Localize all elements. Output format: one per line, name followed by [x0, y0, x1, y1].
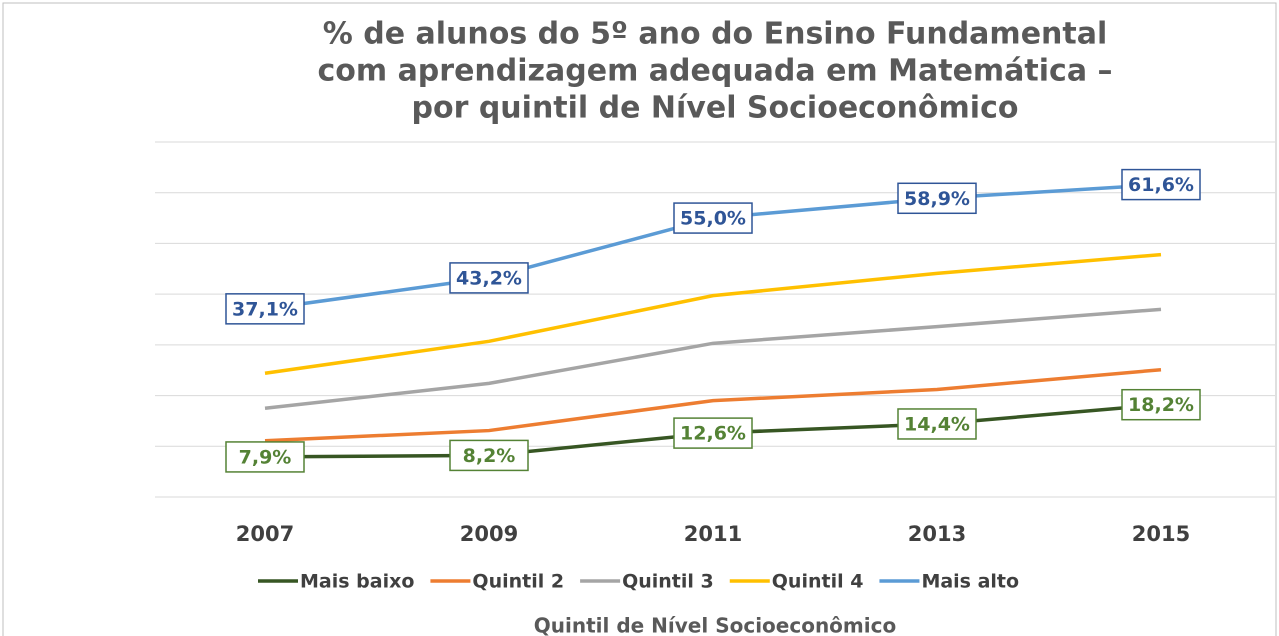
data-label: 18,2% — [1128, 394, 1194, 416]
data-label-box — [673, 417, 753, 449]
x-axis-label: Quintil de Nível Socioeconômico — [534, 614, 896, 636]
data-label: 14,4% — [904, 413, 970, 435]
data-label: 61,6% — [1128, 174, 1194, 196]
data-label-box — [225, 293, 305, 325]
legend-label: Quintil 2 — [472, 571, 564, 593]
chart-title: % de alunos do 5º ano do Ensino Fundamen… — [323, 17, 1108, 52]
x-tick-label: 2013 — [908, 522, 966, 546]
data-label: 58,9% — [904, 188, 970, 210]
data-label-box — [225, 441, 305, 473]
x-tick-label: 2011 — [684, 522, 742, 546]
data-label-box — [1121, 168, 1201, 201]
chart-title: com aprendizagem adequada em Matemática … — [317, 54, 1112, 89]
data-label: 43,2% — [456, 267, 522, 289]
series-line — [264, 367, 1162, 443]
x-tick-label: 2009 — [460, 522, 518, 546]
data-label-box — [673, 202, 753, 234]
data-label-box — [449, 439, 529, 472]
data-label: 8,2% — [463, 445, 516, 467]
data-label: 12,6% — [680, 423, 746, 445]
data-label-box — [897, 408, 977, 440]
x-tick-label: 2015 — [1132, 522, 1190, 546]
data-label: 7,9% — [239, 446, 292, 468]
series-line — [264, 307, 1162, 410]
data-label-box — [897, 182, 977, 215]
data-label-box — [1121, 388, 1201, 421]
series-line — [264, 252, 1162, 375]
data-label: 55,0% — [680, 208, 746, 230]
x-tick-label: 2007 — [236, 522, 294, 546]
data-label-box — [449, 262, 529, 294]
chart-title: por quintil de Nível Socioeconômico — [412, 91, 1019, 126]
legend-label: Mais baixo — [300, 571, 414, 593]
legend-label: Quintil 3 — [622, 571, 714, 593]
legend-label: Quintil 4 — [772, 571, 864, 593]
data-label: 37,1% — [232, 298, 298, 320]
legend-label: Mais alto — [921, 571, 1019, 593]
